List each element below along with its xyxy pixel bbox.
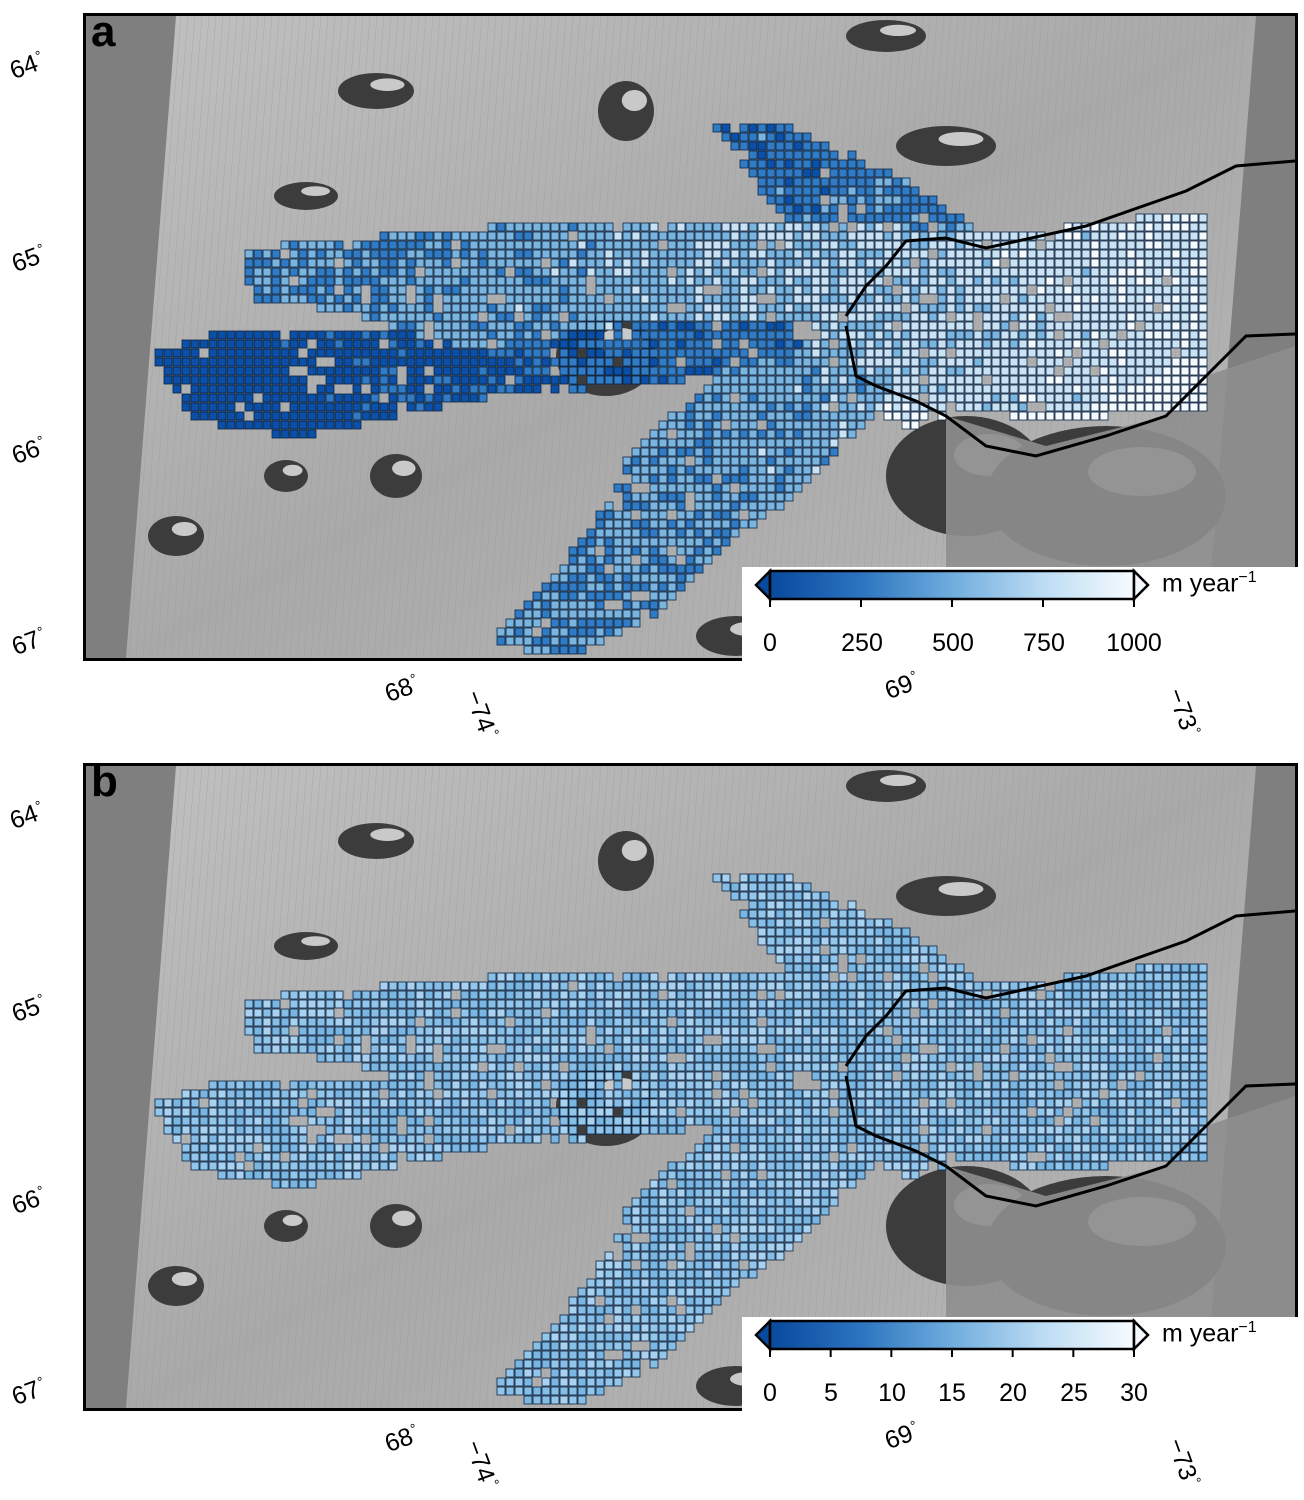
colorbar-unit-b: m year−1 bbox=[1162, 1319, 1257, 1348]
map-frame-a bbox=[83, 13, 1298, 661]
lat-label-67: 67° bbox=[8, 622, 46, 662]
colorbar-tick-label: 25 bbox=[1060, 1379, 1088, 1407]
map-canvas-a bbox=[86, 16, 1295, 658]
colorbar-tick-label: 15 bbox=[938, 1379, 966, 1407]
map-frame-b bbox=[83, 763, 1298, 1411]
colorbar-tick-label: 750 bbox=[1023, 629, 1065, 657]
lat-label-65: 65° bbox=[8, 989, 46, 1029]
rock-outcrop bbox=[846, 770, 926, 802]
rock-outcrop bbox=[370, 454, 422, 498]
rock-outcrop bbox=[274, 932, 338, 960]
lat-label-66: 66° bbox=[8, 431, 46, 471]
colorbar-tick-label: 0 bbox=[763, 1379, 777, 1407]
rock-outcrop bbox=[338, 73, 414, 109]
lon-label-68: 68° bbox=[381, 669, 419, 709]
lon-label-68: 68° bbox=[381, 1419, 419, 1459]
colorbar-tick-label: 30 bbox=[1120, 1379, 1148, 1407]
colorbar-underflow-arrow bbox=[754, 1317, 772, 1353]
lat-label-67: 67° bbox=[8, 1372, 46, 1412]
lat-label-64: 64° bbox=[6, 796, 44, 836]
colorbar-tick-label: 250 bbox=[841, 629, 883, 657]
lon-label-minus73: −73° bbox=[1161, 1434, 1205, 1487]
rock-outcrop bbox=[338, 823, 414, 859]
lon-label-minus74: −74° bbox=[459, 1436, 503, 1489]
coastline bbox=[844, 159, 1295, 317]
lon-label-69: 69° bbox=[881, 1416, 919, 1456]
rock-outcrop bbox=[148, 516, 204, 556]
panel-label-a: a bbox=[91, 7, 116, 56]
colorbar-overflow-arrow bbox=[1132, 1317, 1150, 1353]
rock-outcrop bbox=[896, 126, 996, 166]
rock-outcrop bbox=[264, 1210, 308, 1242]
colorbar-unit-a: m year−1 bbox=[1162, 569, 1257, 598]
rock-outcrop bbox=[598, 81, 654, 141]
velocity-grid-cells bbox=[154, 873, 1208, 1405]
colorbar-gradient bbox=[768, 569, 1136, 601]
colorbar-underflow-arrow bbox=[754, 567, 772, 603]
colorbar-a: m year−1 0 250 500 750 1000 bbox=[742, 567, 1298, 661]
colorbar-gradient bbox=[768, 1319, 1136, 1351]
lat-label-64: 64° bbox=[6, 46, 44, 86]
lat-label-66: 66° bbox=[8, 1181, 46, 1221]
lon-label-minus74: −74° bbox=[459, 686, 503, 739]
panel-a: a m year−1 0 250 500 750 1000 64° 65° 66… bbox=[6, 7, 1298, 739]
colorbar-tick-label: 1000 bbox=[1106, 629, 1162, 657]
colorbar-tick-label: 0 bbox=[763, 629, 777, 657]
rock-outcrop bbox=[846, 20, 926, 52]
colorbar-graphic-a bbox=[754, 567, 1150, 607]
lon-label-69: 69° bbox=[881, 666, 919, 706]
rock-outcrop bbox=[264, 460, 308, 492]
panel-label-b: b bbox=[91, 757, 118, 806]
coastline bbox=[844, 325, 1295, 458]
rock-outcrop bbox=[896, 876, 996, 916]
colorbar-overflow-arrow bbox=[1132, 567, 1150, 603]
rock-outcrop bbox=[274, 182, 338, 210]
coastline bbox=[844, 909, 1295, 1067]
colorbar-tick-label: 20 bbox=[999, 1379, 1027, 1407]
rock-outcrop bbox=[148, 1266, 204, 1306]
map-canvas-b bbox=[86, 766, 1295, 1408]
panel-b: b m year−1 0 5 10 15 20 25 30 64° 65° 66… bbox=[0, 750, 1304, 1500]
velocity-grid-cells bbox=[154, 123, 1208, 655]
colorbar-tick-label: 5 bbox=[824, 1379, 838, 1407]
rock-outcrop bbox=[370, 1204, 422, 1248]
colorbar-tick-label: 10 bbox=[878, 1379, 906, 1407]
colorbar-b: m year−1 0 5 10 15 20 25 30 bbox=[742, 1317, 1298, 1411]
lon-label-minus73: −73° bbox=[1161, 684, 1205, 737]
coastline bbox=[844, 1075, 1295, 1208]
rock-outcrop bbox=[598, 831, 654, 891]
lat-label-65: 65° bbox=[8, 239, 46, 279]
colorbar-tick-label: 500 bbox=[932, 629, 974, 657]
colorbar-graphic-b bbox=[754, 1317, 1150, 1357]
